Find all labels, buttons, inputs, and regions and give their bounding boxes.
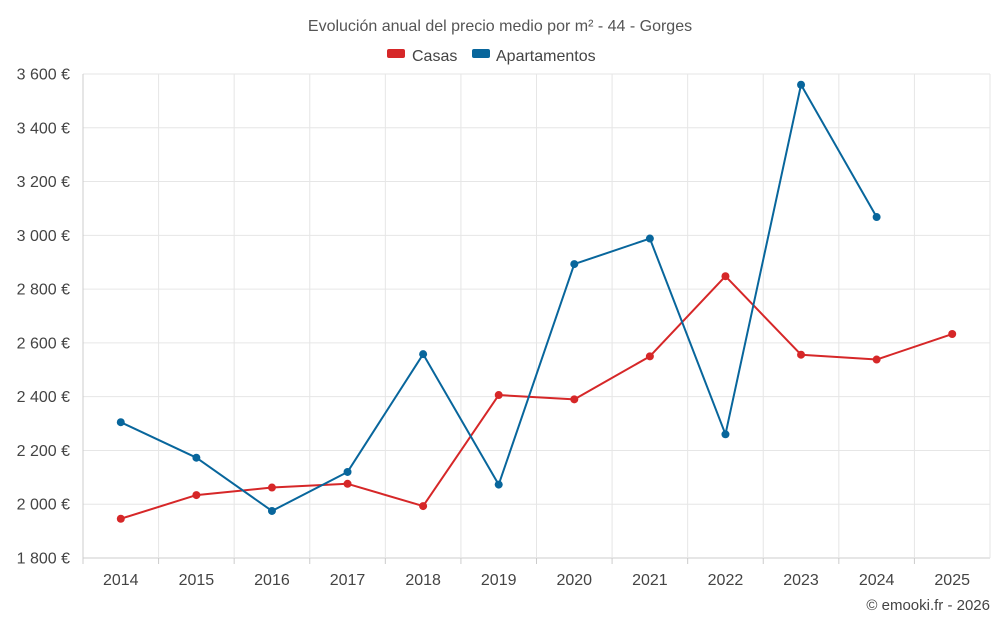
y-tick-label: 3 600 € [17,67,70,84]
data-point-casas[interactable] [267,483,276,492]
data-point-casas[interactable] [494,391,503,400]
y-tick-label: 2 000 € [17,497,70,514]
y-tick-label: 2 200 € [17,443,70,460]
y-tick-label: 3 000 € [17,228,70,245]
data-point-apartamentos[interactable] [797,80,806,89]
y-tick-label: 2 800 € [17,282,70,299]
x-tick-label: 2025 [934,572,970,589]
y-axis: 1 800 € 2 000 € 2 200 € 2 400 € 2 600 € 2 800… [17,67,70,568]
x-tick-label: 2018 [405,572,441,589]
legend: Casas Apartamentos [387,48,596,65]
legend-label-casas[interactable]: Casas [412,48,457,65]
series-layer [116,80,957,523]
data-point-apartamentos[interactable] [267,506,276,515]
x-tick-label: 2024 [859,572,895,589]
data-point-casas[interactable] [116,514,125,523]
chart-title: Evolución anual del precio medio por m² … [308,18,692,35]
x-tick-label: 2022 [708,572,744,589]
data-point-casas[interactable] [872,355,881,364]
data-point-casas[interactable] [645,352,654,361]
legend-swatch-casas [387,49,405,58]
x-tick-label: 2014 [103,572,139,589]
x-tick-label: 2015 [179,572,215,589]
data-point-casas[interactable] [570,395,579,404]
legend-label-apartamentos[interactable]: Apartamentos [496,48,596,65]
x-tick-label: 2020 [556,572,592,589]
y-tick-label: 3 400 € [17,120,70,137]
x-tick-label: 2016 [254,572,290,589]
data-point-casas[interactable] [419,502,428,511]
data-point-casas[interactable] [192,491,201,500]
data-point-casas[interactable] [343,479,352,488]
y-tick-label: 1 800 € [17,551,70,568]
y-tick-label: 3 200 € [17,174,70,191]
x-tick-label: 2017 [330,572,366,589]
data-point-casas[interactable] [797,350,806,359]
grid [82,73,991,559]
data-point-casas[interactable] [948,330,957,339]
legend-swatch-apartamentos [472,49,490,58]
data-point-apartamentos[interactable] [343,467,352,476]
x-tick-label: 2019 [481,572,517,589]
y-tick-label: 2 400 € [17,389,70,406]
data-point-apartamentos[interactable] [570,260,579,269]
y-tick-label: 2 600 € [17,335,70,352]
data-point-apartamentos[interactable] [721,430,730,439]
x-axis: 2014 2015 2016 2017 2018 2019 2020 2021 2022 2023… [82,558,970,589]
data-point-apartamentos[interactable] [419,350,428,359]
data-point-casas[interactable] [721,272,730,281]
data-point-apartamentos[interactable] [494,480,503,489]
data-point-apartamentos[interactable] [645,234,654,243]
x-tick-label: 2023 [783,572,819,589]
data-point-apartamentos[interactable] [116,418,125,427]
data-point-apartamentos[interactable] [192,453,201,462]
data-point-apartamentos[interactable] [872,213,881,222]
copyright-text: © emooki.fr - 2026 [866,597,990,614]
x-tick-label: 2021 [632,572,668,589]
series-line-casas [120,275,953,520]
